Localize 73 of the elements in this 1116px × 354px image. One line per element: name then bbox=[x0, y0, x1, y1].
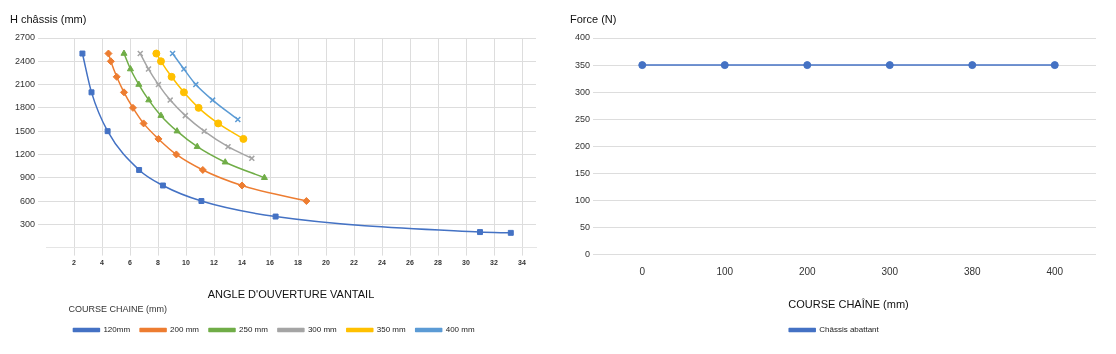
point bbox=[198, 165, 207, 174]
y-tick-label: 100 bbox=[574, 195, 591, 206]
x-tick-label: 200 bbox=[798, 265, 817, 277]
point bbox=[135, 80, 143, 87]
y-tick-label: 300 bbox=[574, 86, 591, 97]
point bbox=[179, 88, 188, 97]
y-tick-label: 250 bbox=[574, 113, 591, 124]
legend-label: 300 mm bbox=[307, 325, 338, 335]
point bbox=[167, 72, 176, 81]
point bbox=[106, 57, 115, 66]
x-axis-title: ANGLE D'OUVERTURE VANTAIL bbox=[207, 287, 375, 300]
y-tick-label: 1200 bbox=[14, 148, 36, 159]
point bbox=[136, 167, 143, 173]
point bbox=[157, 111, 165, 118]
y-tick-label: 150 bbox=[574, 167, 591, 178]
y-tick-label: 350 bbox=[574, 59, 591, 70]
point bbox=[120, 88, 128, 97]
legend-label: 250 mm bbox=[238, 325, 269, 335]
x-tick-label: 400 bbox=[1046, 265, 1064, 277]
y-axis-title: H châssis (mm) bbox=[10, 12, 87, 25]
y-tick-label: 300 bbox=[19, 218, 36, 229]
point bbox=[112, 72, 121, 81]
y-tick-label: 200 bbox=[574, 140, 591, 151]
legend-label: Châssis abattant bbox=[819, 325, 880, 335]
y-tick-label: 50 bbox=[580, 222, 591, 233]
y-tick-label: 1500 bbox=[14, 125, 36, 136]
point bbox=[120, 49, 128, 56]
point bbox=[154, 134, 163, 143]
point bbox=[172, 150, 181, 159]
point bbox=[272, 213, 279, 220]
point bbox=[194, 103, 203, 112]
y-tick-label: 400 bbox=[574, 32, 591, 43]
y-tick-label: 2700 bbox=[14, 32, 36, 43]
point bbox=[507, 229, 514, 236]
point bbox=[104, 49, 113, 58]
point bbox=[128, 103, 137, 112]
point bbox=[156, 57, 165, 66]
point bbox=[104, 128, 111, 135]
y-tick-label: 2100 bbox=[14, 79, 36, 90]
x-tick-label: 0 bbox=[639, 265, 646, 277]
y-tick-label: 900 bbox=[19, 172, 36, 183]
point bbox=[159, 182, 166, 189]
point bbox=[152, 49, 161, 58]
point bbox=[198, 198, 205, 204]
legend-label: 200 mm bbox=[170, 325, 200, 335]
point bbox=[126, 65, 134, 72]
point bbox=[180, 65, 188, 73]
point bbox=[88, 89, 95, 96]
point bbox=[214, 119, 223, 128]
y-axis-title: Force (N) bbox=[570, 12, 617, 25]
point bbox=[221, 158, 229, 165]
x-tick-label: 380 bbox=[963, 265, 982, 277]
point bbox=[193, 142, 201, 149]
x-axis-title: COURSE CHAÎNE (mm) bbox=[788, 298, 909, 311]
point bbox=[155, 81, 162, 88]
point bbox=[173, 127, 181, 134]
point bbox=[169, 50, 176, 57]
legend-label: 350 mm bbox=[376, 325, 407, 335]
point bbox=[238, 181, 247, 190]
y-tick-label: 1800 bbox=[14, 102, 36, 113]
point bbox=[79, 50, 86, 57]
point bbox=[139, 119, 148, 128]
point bbox=[477, 229, 483, 236]
y-tick-label: 2400 bbox=[14, 55, 36, 66]
legend-label: 400 mm bbox=[445, 325, 475, 335]
y-tick-label: 600 bbox=[19, 195, 36, 206]
point bbox=[145, 96, 153, 103]
point bbox=[302, 197, 311, 206]
x-tick-label: 300 bbox=[881, 265, 899, 277]
legend-label: 120mm bbox=[103, 325, 131, 335]
point bbox=[260, 173, 268, 180]
point bbox=[239, 134, 248, 143]
x-tick-label: 100 bbox=[716, 265, 734, 277]
